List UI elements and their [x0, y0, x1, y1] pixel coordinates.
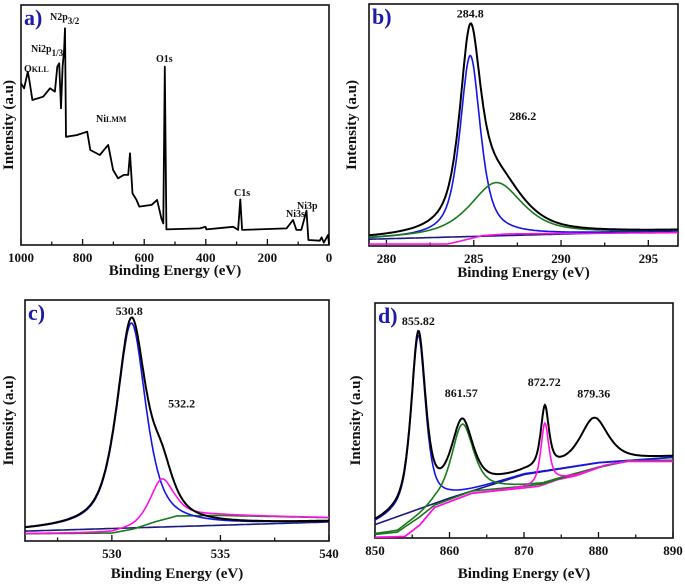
- panel-label: d): [378, 303, 398, 328]
- panel-label: c): [28, 300, 45, 325]
- panel-label: b): [372, 4, 392, 29]
- annotation-subscript: KLL: [32, 65, 49, 74]
- annotation-main: N2p: [50, 12, 68, 23]
- x-tick-label: 600: [134, 250, 154, 265]
- annotation-main: Ni3s: [286, 209, 305, 220]
- panel-label: a): [24, 5, 42, 30]
- peak-value-label: 286.2: [509, 109, 536, 123]
- peak-value-label: 872.72: [528, 375, 561, 389]
- panel-d: 850 860 870 880 890 Binding Energy (eV) Intens…: [348, 302, 683, 582]
- x-tick-label: 800: [73, 250, 93, 265]
- peak-value-label: 284.8: [457, 7, 484, 21]
- peak-annotation: Ni2p1/3: [31, 44, 64, 58]
- annotation-main: O: [24, 64, 32, 75]
- x-axis-title: Binding Energy (eV): [109, 263, 242, 279]
- x-tick-label: 285: [464, 251, 484, 266]
- plot-frame: [368, 3, 679, 247]
- x-tick-label: 535: [211, 546, 231, 561]
- x-tick-label: 540: [319, 546, 339, 561]
- peak-annotation: N2p3/2: [50, 12, 80, 26]
- fit-component-line: [374, 421, 673, 539]
- x-axis-title: Binding Energy (eV): [111, 566, 244, 582]
- annotation-subscript: 1/3: [52, 48, 64, 58]
- envelope-line: [374, 329, 673, 520]
- y-axis-title: Intensity (a.u): [1, 80, 17, 170]
- annotation-main: Ni2p: [31, 44, 52, 55]
- x-tick-label: 400: [196, 250, 216, 265]
- peak-value-label: 861.57: [445, 386, 478, 400]
- x-tick-label: 850: [365, 543, 385, 558]
- y-axis-title: Intensity (a.u): [348, 375, 364, 465]
- fit-component-line: [374, 334, 673, 521]
- peak-annotation: Ni3p: [297, 201, 318, 212]
- x-tick-label: 0: [326, 250, 333, 265]
- annotation-main: Ni3p: [297, 201, 318, 212]
- x-tick-label: 280: [377, 251, 397, 266]
- peak-annotation: Ni3s: [286, 209, 305, 220]
- envelope-line: [368, 22, 678, 237]
- x-tick-label: 200: [258, 250, 278, 265]
- y-axis-title: Intensity (a.u): [344, 80, 360, 170]
- panel-a: 1000 800 600 400 200 0 Binding Energy (eV) Inte…: [1, 4, 333, 279]
- peak-value-label: 532.2: [168, 397, 195, 411]
- x-axis-title: Binding Energy (eV): [457, 265, 590, 281]
- fit-component-line: [369, 54, 678, 239]
- panel-c: 530 535 540 Binding Energy (eV) Intensity (a…: [1, 299, 339, 582]
- x-tick-label: 295: [639, 251, 659, 266]
- y-axis-title: Intensity (a.u): [1, 375, 17, 465]
- plot-frame: [24, 299, 330, 542]
- peak-annotation: NiLMM: [96, 114, 127, 125]
- peak-annotation: OKLL: [24, 64, 49, 75]
- shirley-background-line: [369, 231, 678, 245]
- envelope-line: [24, 316, 329, 529]
- x-tick-label: 890: [663, 543, 683, 558]
- peak-value-label: 855.82: [402, 314, 435, 328]
- linear-background-line: [25, 521, 329, 532]
- peak-annotation: C1s: [234, 188, 250, 199]
- peak-value-label: 879.36: [577, 387, 610, 401]
- fit-component-line: [25, 478, 329, 535]
- annotation-main: Ni: [96, 114, 106, 125]
- shirley-background-line: [374, 459, 674, 536]
- x-tick-label: 860: [440, 543, 460, 558]
- x-tick-label: 530: [102, 546, 122, 561]
- x-tick-label: 870: [514, 543, 534, 558]
- x-tick-label: 1000: [8, 250, 34, 265]
- panel-b: 280 285 290 295 Binding Energy (eV) Intensity…: [344, 3, 679, 281]
- annotation-subscript: 3/2: [68, 16, 80, 26]
- x-tick-label: 880: [589, 543, 609, 558]
- peak-value-label: 530.8: [116, 304, 143, 318]
- peak-annotation: O1s: [156, 54, 173, 65]
- survey-spectrum-line: [20, 27, 330, 245]
- annotation-subscript: LMM: [106, 115, 127, 124]
- plot-frame: [20, 4, 330, 246]
- annotation-main: O1s: [156, 54, 173, 65]
- x-tick-label: 290: [551, 251, 571, 266]
- x-axis-title: Binding Energy (eV): [458, 566, 591, 582]
- annotation-main: C1s: [234, 188, 250, 199]
